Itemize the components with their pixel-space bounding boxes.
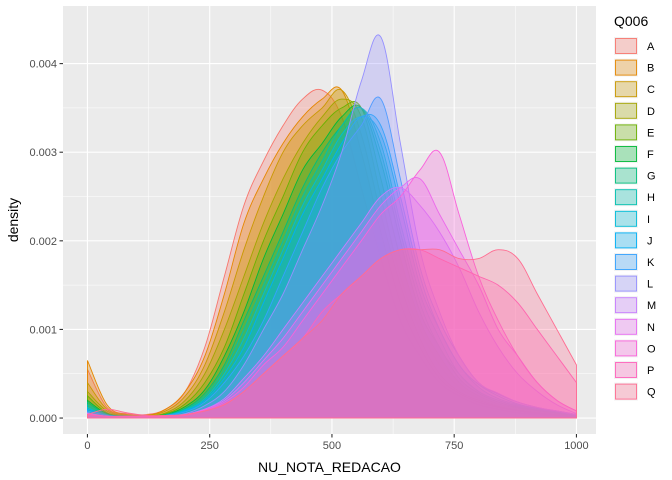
legend-key-bg [614, 296, 638, 315]
density-area-B [87, 86, 577, 419]
legend-label-O: O [647, 343, 656, 355]
legend-label-H: H [647, 192, 655, 204]
legend-label-F: F [647, 149, 654, 161]
legend-label-K: K [647, 257, 655, 269]
legend-label-L: L [647, 279, 653, 291]
legend-label-C: C [647, 84, 655, 96]
legend-swatch-E [615, 124, 637, 141]
x-tick-label: 0 [84, 440, 90, 452]
x-tick-label: 250 [201, 440, 219, 452]
legend-title: Q006 [614, 13, 648, 29]
y-tick-label: 0.001 [29, 324, 57, 336]
density-area-C [87, 88, 577, 419]
density-areas [87, 34, 577, 419]
legend-key-bg [614, 58, 638, 77]
plot-panel [63, 6, 596, 434]
legend-swatch-M [615, 297, 637, 314]
legend-key-bg [614, 209, 638, 228]
legend-key-bg [614, 123, 638, 142]
legend-swatch-G [615, 167, 637, 184]
legend-key-bg [614, 80, 638, 99]
legend-key-bg [614, 166, 638, 185]
legend-label-B: B [647, 63, 654, 75]
axes: 0 250 500 750 1000 0.000 0.001 0.002 0.003 0.004 [29, 59, 588, 452]
density-area-D [87, 98, 577, 419]
density-area-P [87, 248, 577, 419]
legend-swatch-O [615, 340, 637, 357]
legend-key-bg [614, 317, 638, 336]
x-tick-label: 750 [445, 440, 463, 452]
legend-key-bg [614, 37, 638, 55]
legend-swatch-C [615, 81, 637, 98]
density-area-E [87, 101, 577, 419]
legend-key-bg [614, 274, 638, 293]
legend-label-E: E [647, 127, 654, 139]
legend-swatch-B [615, 59, 637, 76]
legend-swatch-A [615, 38, 637, 54]
legend-swatch-L [615, 275, 637, 292]
minor-gridlines [63, 6, 596, 434]
legend-label-A: A [647, 41, 655, 53]
legend-label-G: G [647, 171, 656, 183]
y-tick-label: 0.002 [29, 236, 57, 248]
legend-key-bg [614, 361, 638, 379]
legend-label-D: D [647, 106, 655, 118]
legend-key-bg [614, 101, 638, 120]
legend-label-M: M [647, 300, 656, 312]
legend-label-Q: Q [647, 387, 656, 399]
legend-label-N: N [647, 322, 655, 334]
x-tick-label: 1000 [564, 440, 588, 452]
legend-swatch-H [615, 189, 637, 206]
legend-key-bg [614, 382, 638, 401]
legend-swatch-P [615, 362, 637, 378]
x-tick-label: 500 [323, 440, 341, 452]
y-tick-label: 0.003 [29, 147, 57, 159]
legend-key-bg [614, 188, 638, 207]
x-axis-title: NU_NOTA_REDACAO [258, 459, 401, 475]
density-area-Q [87, 248, 577, 419]
legend-swatch-J [615, 232, 637, 249]
legend-label-J: J [647, 235, 653, 247]
legend-key-bg [614, 253, 638, 271]
y-tick-label: 0.000 [29, 413, 57, 425]
legend-swatch-Q [615, 383, 637, 400]
legend-swatch-D [615, 102, 637, 119]
legend-key-bg [614, 339, 638, 358]
legend-label-P: P [647, 365, 654, 377]
legend-swatch-K [615, 254, 637, 270]
legend-key-bg [614, 231, 638, 250]
legend-key-bg [614, 145, 638, 163]
y-axis-title: density [5, 198, 21, 242]
legend-label-I: I [647, 214, 650, 226]
legend-swatch-I [615, 210, 637, 227]
legend-swatch-N [615, 318, 637, 335]
legend-swatch-F [615, 146, 637, 162]
y-tick-label: 0.004 [29, 59, 57, 71]
